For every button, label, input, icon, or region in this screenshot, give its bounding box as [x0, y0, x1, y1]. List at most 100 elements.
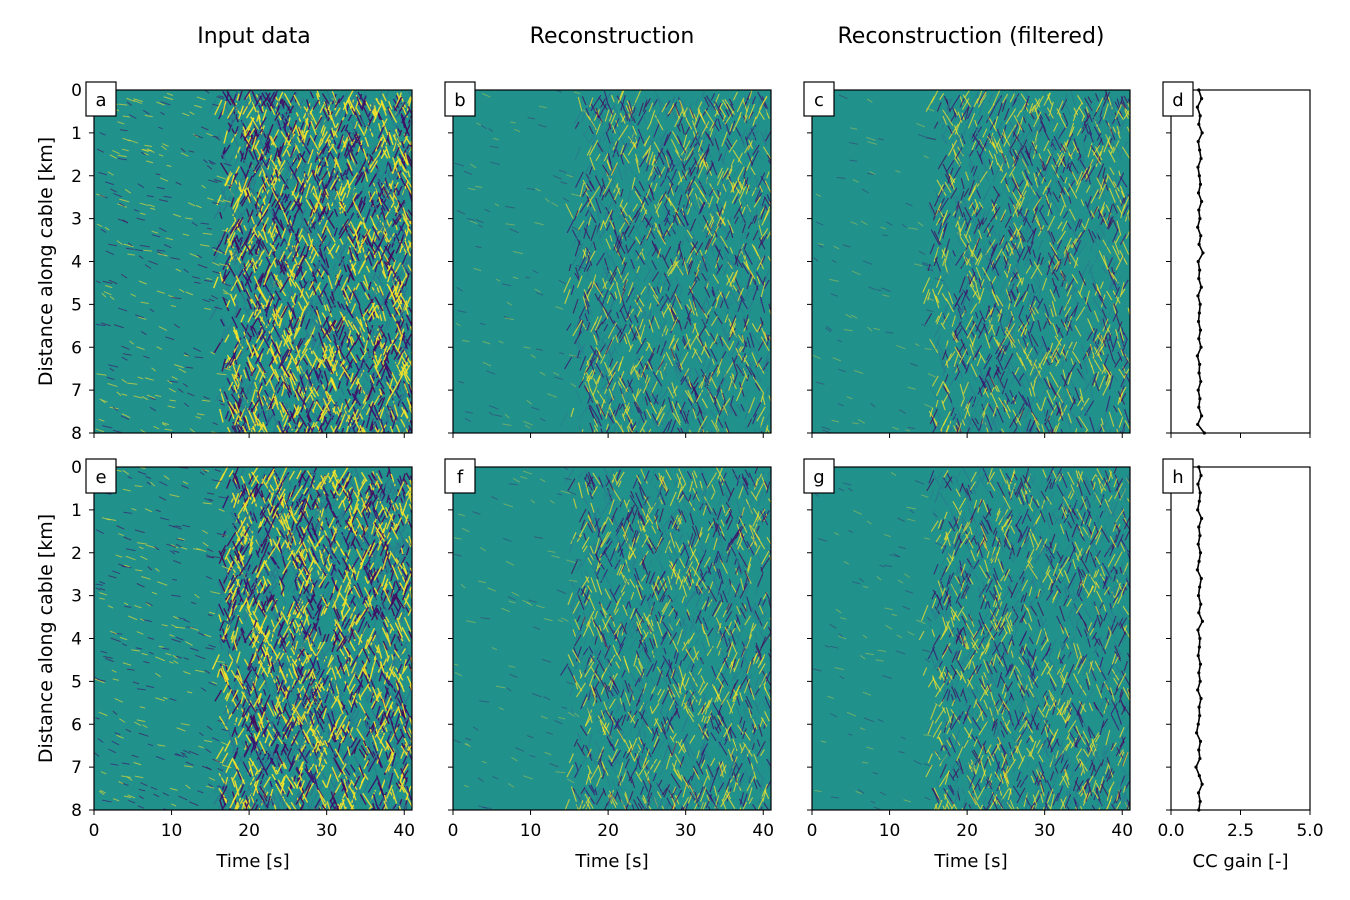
wavefield-stroke: [288, 384, 293, 396]
wavefield-stroke: [397, 350, 409, 367]
wavefield-stroke: [653, 122, 660, 138]
wavefield-stroke: [646, 246, 654, 257]
wavefield-stroke: [299, 312, 304, 322]
wavefield-stroke: [612, 143, 619, 153]
wavefield-stroke: [302, 118, 309, 134]
wavefield-stroke: [244, 422, 250, 430]
wavefield-stroke: [368, 156, 380, 173]
early-stroke: [202, 159, 208, 164]
wavefield-stroke: [998, 353, 1005, 367]
wavefield-stroke: [298, 280, 304, 290]
wavefield-stroke: [293, 105, 297, 114]
wavefield-stroke: [609, 407, 617, 424]
wavefield-stroke: [266, 102, 272, 112]
wavefield-stroke: [407, 240, 412, 251]
wavefield-stroke: [743, 231, 750, 244]
wavefield-stroke: [343, 331, 350, 342]
wavefield-stroke: [343, 191, 349, 203]
wavefield-stroke: [243, 224, 248, 232]
wavefield-stroke: [376, 214, 382, 223]
wavefield-stroke: [402, 206, 408, 221]
wavefield-stroke: [697, 139, 703, 153]
wavefield-stroke: [279, 100, 285, 109]
early-stroke: [161, 422, 170, 426]
wavefield-stroke: [324, 418, 332, 431]
wavefield-stroke: [222, 196, 231, 212]
wavefield-stroke: [313, 205, 319, 213]
wavefield-stroke: [378, 396, 386, 413]
wavefield-stroke: [255, 205, 260, 213]
wavefield-stroke: [615, 340, 621, 349]
wavefield-stroke: [710, 246, 716, 258]
wavefield-stroke: [373, 105, 378, 115]
wavefield-stroke: [300, 139, 311, 155]
wavefield-stroke: [276, 334, 285, 347]
wavefield-stroke: [723, 405, 730, 417]
wavefield-stroke: [651, 260, 658, 270]
wavefield-stroke: [684, 321, 689, 330]
wavefield-stroke: [328, 139, 338, 155]
wavefield-stroke: [221, 149, 226, 159]
early-stroke: [551, 202, 559, 207]
wavefield-stroke: [738, 243, 746, 256]
wavefield-stroke: [279, 353, 284, 360]
wavefield-stroke: [387, 268, 392, 277]
early-stroke: [568, 354, 577, 358]
wavefield-stroke: [397, 351, 404, 365]
wavefield-stroke: [270, 177, 276, 186]
early-stroke: [210, 351, 216, 355]
wavefield-stroke: [404, 211, 412, 222]
wavefield-stroke: [351, 290, 361, 307]
wavefield-stroke: [279, 250, 286, 262]
wavefield-stroke: [701, 374, 709, 387]
wavefield-stroke: [734, 254, 744, 268]
wavefield-stroke: [621, 111, 630, 126]
wavefield-stroke: [322, 416, 328, 426]
early-stroke: [201, 399, 211, 402]
wavefield-stroke: [238, 257, 247, 269]
wavefield-stroke: [642, 219, 649, 235]
wavefield-stroke: [360, 281, 366, 292]
wavefield-stroke: [640, 286, 647, 295]
wavefield-stroke: [627, 281, 634, 296]
wavefield-stroke: [332, 406, 336, 413]
wavefield-stroke: [376, 140, 382, 150]
wavefield-stroke: [337, 120, 343, 132]
wavefield-stroke: [316, 165, 321, 174]
early-stroke: [194, 356, 204, 359]
wavefield-stroke: [387, 332, 392, 344]
wavefield-stroke: [268, 277, 274, 287]
wavefield-stroke: [228, 426, 234, 433]
wavefield-stroke: [652, 165, 658, 175]
wavefield-stroke: [224, 410, 230, 420]
wavefield-stroke: [345, 189, 351, 199]
wavefield-stroke: [364, 340, 369, 352]
wavefield-stroke: [752, 129, 759, 141]
wavefield-stroke: [642, 377, 651, 394]
wavefield-stroke: [307, 149, 314, 164]
wavefield-stroke: [351, 426, 356, 433]
wavefield-stroke: [232, 285, 236, 293]
wavefield-stroke: [347, 172, 359, 189]
wavefield-stroke: [386, 249, 395, 266]
wavefield-stroke: [712, 118, 718, 129]
wavefield-stroke: [338, 365, 348, 381]
wavefield-stroke: [249, 259, 254, 267]
wavefield-stroke: [705, 361, 713, 373]
wavefield-stroke: [721, 292, 729, 310]
wavefield-stroke: [245, 106, 255, 119]
wavefield-stroke: [625, 105, 630, 112]
wavefield-stroke: [1091, 206, 1099, 220]
wavefield-stroke: [714, 230, 718, 238]
wavefield-stroke: [1074, 395, 1078, 403]
early-stroke: [484, 208, 490, 213]
wavefield-stroke: [735, 286, 743, 303]
wavefield-stroke: [730, 395, 734, 405]
early-stroke: [118, 103, 128, 106]
early-stroke: [120, 273, 128, 279]
wavefield-stroke: [617, 130, 625, 146]
wavefield-stroke: [628, 403, 633, 414]
wavefield-stroke: [620, 310, 627, 323]
wavefield-stroke: [709, 332, 718, 345]
wavefield-stroke: [632, 325, 640, 342]
